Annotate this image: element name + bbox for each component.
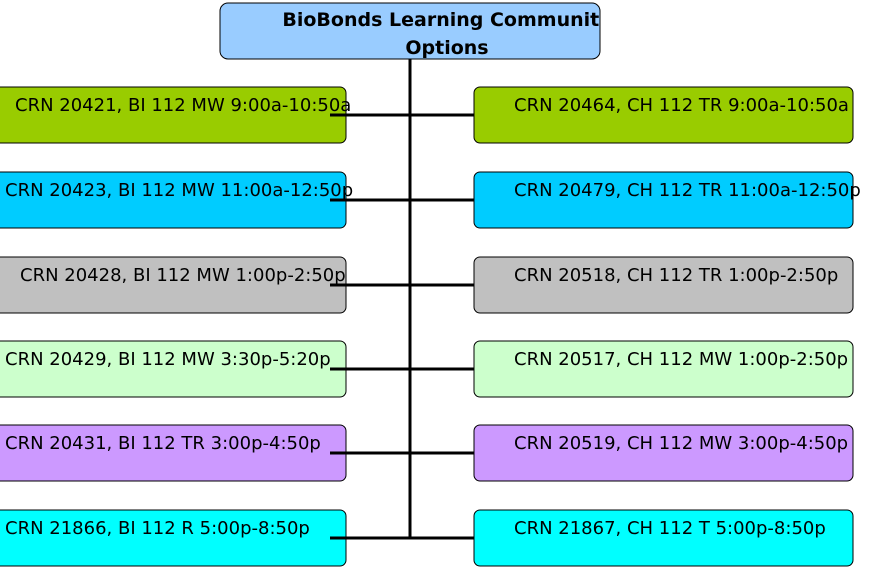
- right-option: CRN 20479, CH 112 TR 11:00a-12:50p: [514, 180, 861, 201]
- left-option: CRN 21866, BI 112 R 5:00p-8:50p: [5, 518, 310, 539]
- right-option: CRN 20464, CH 112 TR 9:00a-10:50a: [514, 95, 849, 116]
- left-option: CRN 20431, BI 112 TR 3:00p-4:50p: [5, 433, 321, 454]
- right-option: CRN 20518, CH 112 TR 1:00p-2:50p: [514, 265, 838, 286]
- title-line: BioBonds Learning Community: [282, 9, 612, 31]
- left-option: CRN 20421, BI 112 MW 9:00a-10:50a: [15, 95, 351, 116]
- title-line: Options: [405, 37, 488, 59]
- right-option: CRN 20519, CH 112 MW 3:00p-4:50p: [514, 433, 848, 454]
- right-option: CRN 20517, CH 112 MW 1:00p-2:50p: [514, 349, 848, 370]
- left-option: CRN 20428, BI 112 MW 1:00p-2:50p: [20, 265, 346, 286]
- right-option: CRN 21867, CH 112 T 5:00p-8:50p: [514, 518, 826, 539]
- left-option: CRN 20423, BI 112 MW 11:00a-12:50p: [5, 180, 353, 201]
- left-option: CRN 20429, BI 112 MW 3:30p-5:20p: [5, 349, 331, 370]
- title-box: [219, 2, 601, 60]
